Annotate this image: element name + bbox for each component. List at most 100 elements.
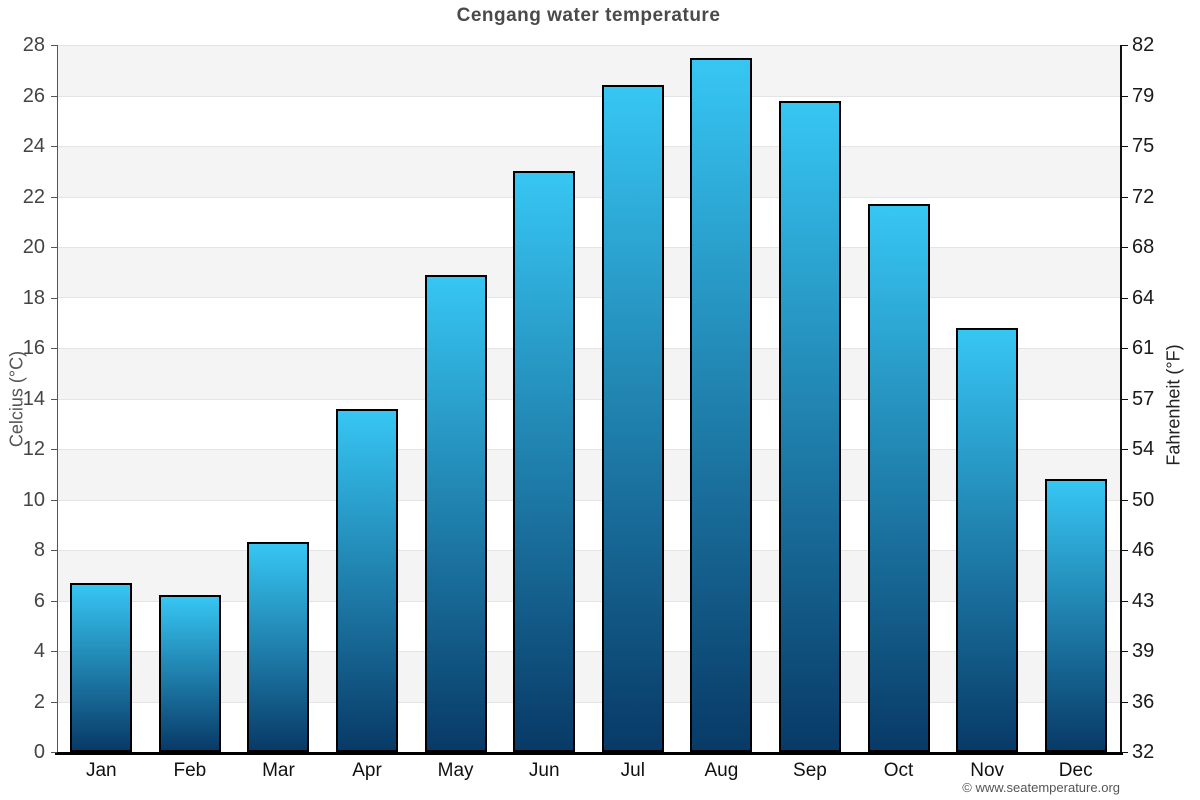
background-band bbox=[57, 297, 1120, 348]
background-band bbox=[57, 196, 1120, 247]
temperature-bar-mar bbox=[247, 542, 310, 752]
left-axis-tick-label: 26 bbox=[22, 84, 45, 107]
x-axis-month-label: Dec bbox=[1058, 760, 1093, 781]
gridline bbox=[57, 96, 1120, 97]
temperature-bar-aug bbox=[690, 57, 753, 752]
y-axis-title-celsius: Celcius (°C) bbox=[6, 350, 27, 448]
left-axis-tick-label: 4 bbox=[33, 640, 45, 662]
background-band bbox=[57, 499, 1120, 550]
x-axis-month-label: Nov bbox=[970, 760, 1005, 781]
left-axis-tick bbox=[51, 550, 57, 551]
left-axis-tick bbox=[51, 348, 57, 349]
right-axis-tick-label: 39 bbox=[1132, 640, 1155, 662]
right-axis-tick bbox=[1122, 449, 1128, 450]
background-band bbox=[57, 600, 1120, 651]
left-axis-tick-label: 8 bbox=[33, 539, 45, 561]
temperature-bar-apr bbox=[336, 408, 399, 752]
background-band bbox=[57, 247, 1120, 298]
right-axis-tick-label: 32 bbox=[1132, 741, 1155, 763]
left-axis-tick-label: 12 bbox=[22, 438, 45, 460]
temperature-bar-jan bbox=[70, 582, 133, 752]
temperature-bar-jun bbox=[513, 171, 576, 752]
y-axis-title-fahrenheit: Fahrenheit (°F) bbox=[1163, 344, 1184, 466]
left-axis-tick-label: 2 bbox=[33, 690, 45, 713]
background-band bbox=[57, 550, 1120, 601]
left-axis-tick-label: 14 bbox=[22, 387, 45, 410]
right-axis-tick bbox=[1122, 499, 1128, 501]
right-axis-tick bbox=[1122, 196, 1128, 198]
left-axis-tick-label: 10 bbox=[22, 488, 45, 511]
right-axis-tick bbox=[1122, 45, 1128, 46]
right-axis-tick bbox=[1122, 752, 1128, 753]
left-axis-tick bbox=[51, 449, 57, 450]
right-axis-tick-label: 43 bbox=[1132, 589, 1155, 612]
left-axis-tick bbox=[51, 95, 57, 97]
background-band bbox=[57, 95, 1120, 146]
x-axis-month-label: Sep bbox=[793, 760, 827, 781]
right-axis-tick bbox=[1122, 247, 1128, 248]
left-axis-tick bbox=[51, 752, 57, 753]
gridline bbox=[57, 651, 1120, 652]
right-axis-tick bbox=[1122, 600, 1128, 602]
x-axis-month-label: Jun bbox=[528, 760, 560, 781]
right-axis-tick bbox=[1122, 701, 1128, 703]
background-band bbox=[57, 449, 1120, 500]
right-axis-tick-label: 50 bbox=[1132, 488, 1155, 511]
left-axis-tick bbox=[51, 499, 57, 501]
left-axis-tick-label: 22 bbox=[22, 185, 45, 208]
right-axis-tick-label: 72 bbox=[1132, 185, 1155, 208]
left-axis-tick-label: 6 bbox=[33, 589, 45, 612]
left-axis-tick bbox=[51, 651, 57, 652]
gridline bbox=[57, 197, 1120, 198]
temperature-bar-jul bbox=[601, 85, 664, 752]
x-axis-month-label: Aug bbox=[704, 760, 739, 781]
left-axis-tick-label: 0 bbox=[33, 741, 45, 763]
right-axis-tick bbox=[1122, 146, 1128, 147]
x-axis-month-label: Oct bbox=[883, 760, 914, 781]
right-axis-tick bbox=[1122, 95, 1128, 97]
right-axis-tick-label: 57 bbox=[1132, 387, 1155, 410]
right-axis-tick bbox=[1122, 550, 1128, 551]
gridline bbox=[57, 500, 1120, 501]
x-axis-month-label: Apr bbox=[352, 760, 382, 781]
right-axis-tick-label: 61 bbox=[1132, 337, 1155, 359]
right-axis-tick-label: 75 bbox=[1132, 135, 1155, 157]
gridline bbox=[57, 601, 1120, 602]
background-band bbox=[57, 45, 1120, 96]
right-axis-tick bbox=[1122, 348, 1128, 349]
background-band bbox=[57, 348, 1120, 399]
x-axis-month-label: Jul bbox=[620, 760, 645, 781]
right-axis-tick-label: 36 bbox=[1132, 690, 1155, 713]
right-axis-tick-label: 64 bbox=[1132, 286, 1155, 309]
temperature-bar-feb bbox=[158, 595, 221, 752]
left-axis-tick-label: 16 bbox=[22, 337, 45, 359]
gridline bbox=[57, 45, 1120, 46]
right-axis-tick-label: 68 bbox=[1132, 236, 1155, 258]
temperature-bar-may bbox=[424, 274, 487, 752]
temperature-bar-dec bbox=[1044, 479, 1107, 752]
left-axis-tick-label: 18 bbox=[22, 286, 45, 309]
right-axis-tick-label: 54 bbox=[1132, 438, 1155, 460]
left-axis-tick bbox=[51, 146, 57, 147]
background-band bbox=[57, 701, 1120, 752]
left-axis-tick bbox=[51, 701, 57, 703]
gridline bbox=[57, 297, 1120, 298]
chart-title: Cengang water temperature bbox=[456, 5, 721, 26]
background-band bbox=[57, 146, 1120, 197]
right-axis-line bbox=[1120, 45, 1122, 752]
gridline bbox=[57, 449, 1120, 450]
temperature-bar-sep bbox=[778, 100, 841, 752]
bottom-axis-line bbox=[55, 752, 1123, 755]
gridline bbox=[57, 247, 1120, 248]
left-axis-tick-label: 20 bbox=[22, 236, 45, 258]
left-axis-line bbox=[57, 45, 58, 755]
left-axis-tick bbox=[51, 297, 57, 299]
left-axis-tick bbox=[51, 247, 57, 248]
x-axis-month-label: Mar bbox=[262, 760, 295, 781]
gridline bbox=[57, 399, 1120, 400]
right-axis-tick bbox=[1122, 398, 1128, 400]
gridline bbox=[57, 702, 1120, 703]
background-band bbox=[57, 398, 1120, 449]
